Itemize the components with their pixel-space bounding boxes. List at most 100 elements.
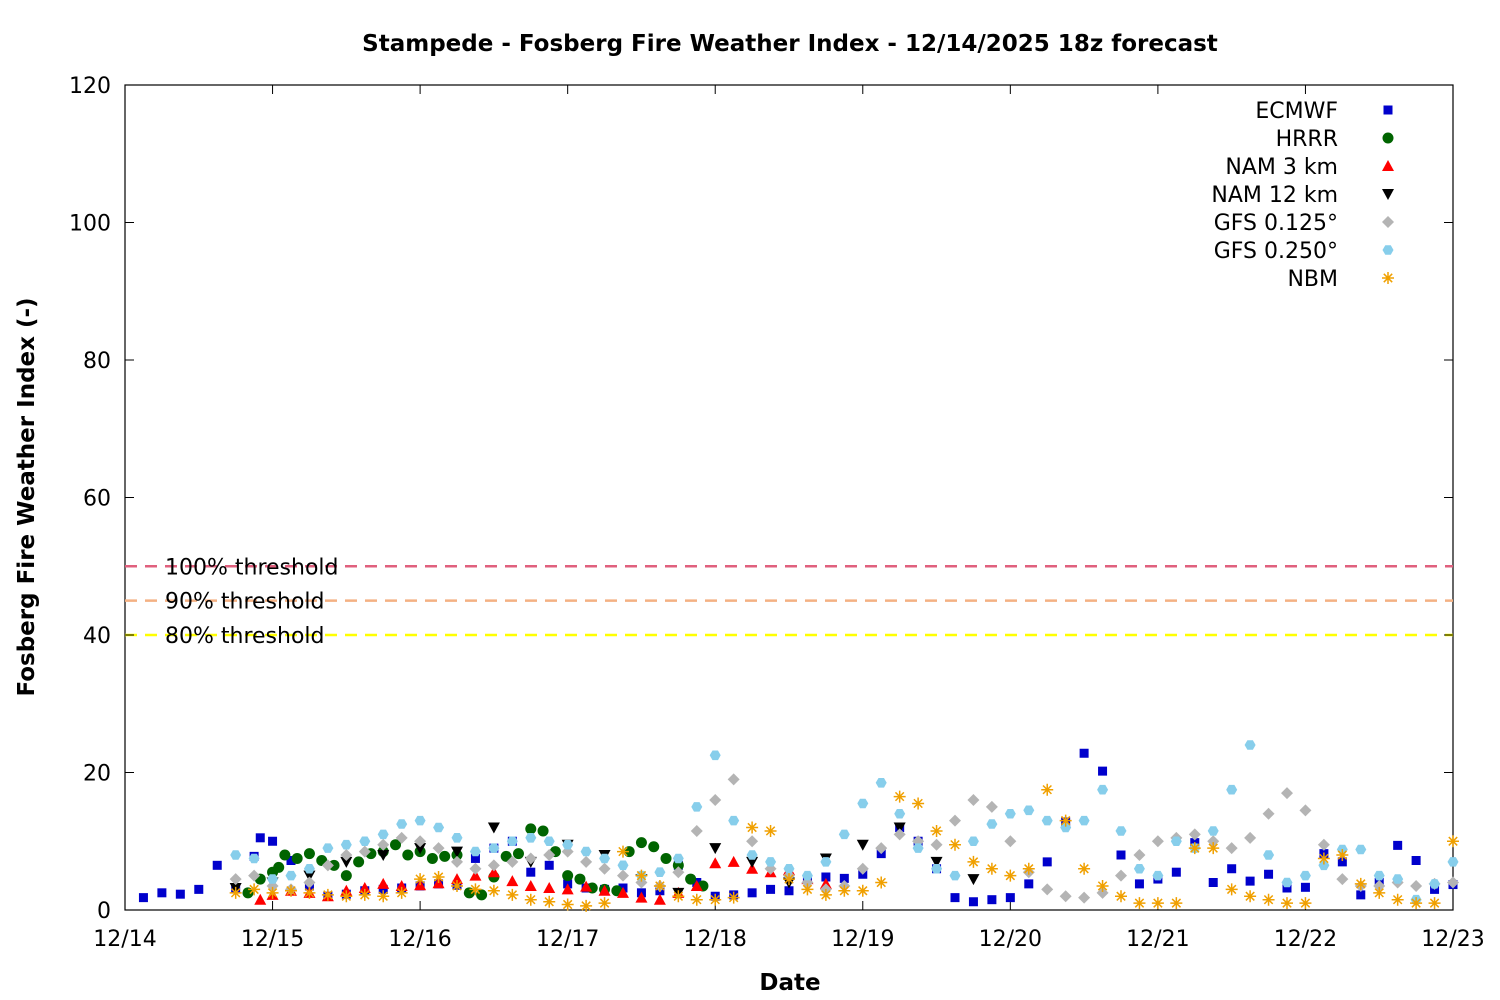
data-point — [303, 870, 316, 882]
data-point — [1116, 850, 1126, 860]
data-point — [1060, 822, 1072, 833]
threshold-lines: 100% threshold 90% threshold 80% threshold — [125, 555, 1453, 649]
data-point — [358, 882, 371, 893]
data-point — [875, 842, 888, 855]
y-tick-label: 100 — [69, 212, 111, 237]
data-point — [469, 883, 482, 896]
data-point — [709, 843, 722, 855]
data-point — [414, 873, 427, 886]
data-point — [1151, 835, 1164, 848]
threshold-label: 100% threshold — [165, 555, 339, 580]
data-point — [469, 869, 482, 881]
data-point — [378, 884, 388, 894]
data-point — [894, 809, 906, 819]
data-point — [1429, 879, 1441, 889]
data-point — [340, 856, 353, 868]
data-point — [291, 852, 303, 864]
data-point — [1134, 879, 1144, 889]
data-point — [537, 825, 549, 837]
data-point — [487, 822, 500, 834]
series-gfs-0-125 — [229, 773, 1459, 904]
x-tick-label: 12/17 — [536, 927, 599, 952]
series-ecmwf — [138, 748, 1458, 907]
legend-marker — [1382, 272, 1394, 284]
data-point — [1208, 878, 1218, 887]
data-point — [635, 891, 648, 903]
data-point — [1299, 897, 1312, 910]
data-point — [1244, 740, 1256, 750]
data-point — [930, 824, 943, 837]
data-point — [598, 862, 611, 875]
data-point — [506, 875, 519, 887]
data-point — [1079, 748, 1089, 758]
data-point — [1225, 842, 1238, 855]
legend-label: HRRR — [1276, 127, 1338, 152]
data-point — [1447, 835, 1459, 848]
data-point — [1354, 877, 1367, 890]
data-point — [248, 869, 261, 882]
data-point — [506, 888, 519, 901]
data-point — [1151, 897, 1164, 910]
legend-marker — [1382, 245, 1394, 255]
x-tick-label: 12/20 — [979, 927, 1042, 952]
data-point — [967, 794, 980, 806]
x-tick-label: 12/16 — [388, 927, 451, 952]
data-point — [562, 839, 574, 850]
series-hrrr — [242, 823, 709, 901]
data-point — [524, 893, 537, 906]
data-point — [690, 893, 703, 906]
data-point — [1428, 897, 1441, 910]
data-point — [1281, 877, 1293, 888]
data-point — [212, 860, 222, 870]
data-point — [254, 893, 267, 905]
data-point — [1004, 809, 1016, 819]
data-point — [432, 842, 445, 855]
data-point — [598, 897, 611, 910]
data-point — [353, 856, 365, 868]
data-point — [543, 895, 556, 908]
legend: ECMWF HRRR NAM 3 km NAM 12 km GFS 0.125° GFS … — [1211, 99, 1394, 292]
data-point — [1336, 873, 1349, 886]
data-point — [1133, 897, 1146, 910]
x-tick-label: 12/14 — [93, 927, 156, 952]
data-point — [432, 871, 445, 883]
plot-area: 100% threshold 90% threshold 80% threshold… — [69, 74, 1485, 952]
data-point — [1356, 890, 1366, 900]
data-point — [580, 880, 593, 892]
data-point — [727, 773, 740, 786]
data-point — [487, 859, 500, 872]
data-point — [451, 879, 463, 892]
data-point — [433, 822, 445, 833]
data-point — [255, 833, 265, 843]
data-point — [377, 829, 389, 840]
legend-label: NAM 3 km — [1225, 155, 1338, 180]
data-point — [451, 873, 463, 885]
data-point — [765, 857, 777, 867]
data-point — [525, 833, 537, 843]
data-point — [414, 843, 427, 855]
data-point — [690, 879, 703, 891]
data-point — [617, 845, 629, 858]
data-point — [267, 874, 279, 884]
data-point — [783, 873, 795, 886]
data-point — [500, 850, 512, 862]
threshold-label: 90% threshold — [165, 590, 325, 615]
data-point — [1411, 856, 1421, 865]
data-point — [709, 857, 722, 869]
data-point — [543, 882, 556, 893]
data-point — [821, 872, 831, 882]
y-tick-label: 120 — [69, 74, 111, 99]
data-point — [968, 897, 978, 907]
data-point — [157, 888, 167, 898]
data-point — [967, 855, 980, 868]
data-point — [1373, 886, 1386, 899]
data-point — [986, 819, 998, 829]
data-point — [377, 877, 390, 889]
data-point — [328, 859, 340, 871]
data-point — [1133, 849, 1146, 861]
legend-marker — [1383, 105, 1393, 115]
data-point — [561, 883, 574, 895]
data-point — [930, 838, 943, 851]
data-point — [599, 853, 611, 864]
